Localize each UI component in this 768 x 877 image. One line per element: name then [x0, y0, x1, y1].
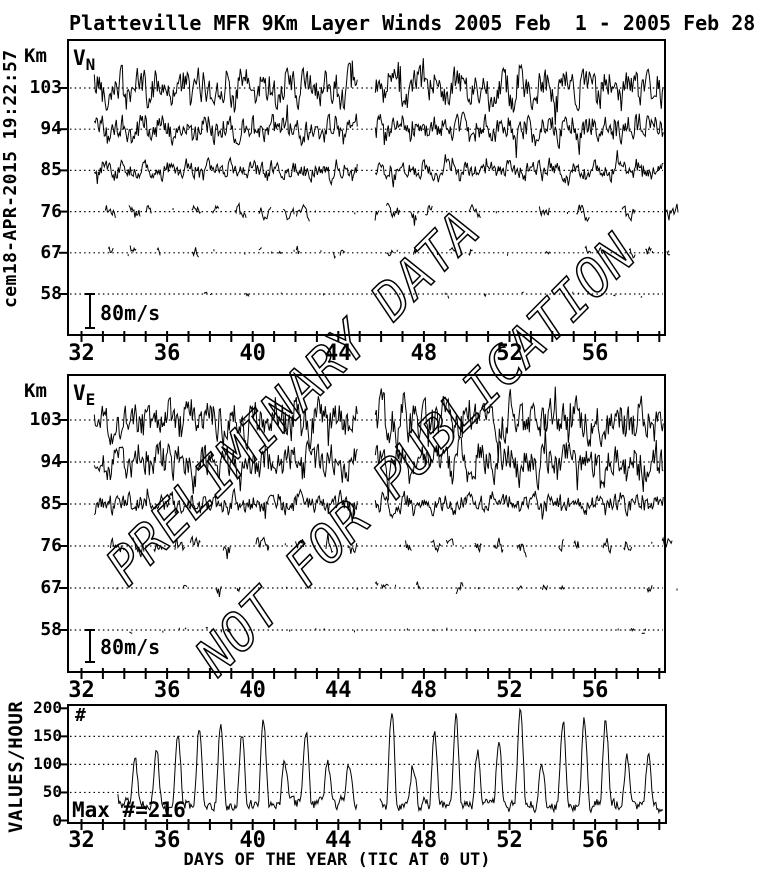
vn-main: V	[73, 46, 86, 70]
x-tick-label: 56	[581, 828, 609, 853]
vn-sub: N	[85, 55, 96, 74]
x-tick-label: 52	[496, 678, 523, 703]
y-tick-label: 103	[29, 77, 62, 98]
y-tick-label: 103	[29, 409, 62, 430]
x-tick-label: 44	[325, 678, 352, 703]
x-tick-label: 36	[153, 828, 181, 853]
panel-vn-label: VN	[73, 46, 96, 74]
unit-label-km-mid: Km	[24, 380, 47, 402]
y-tick-label: 94	[40, 451, 62, 472]
x-tick-label: 44	[325, 341, 352, 366]
vn-scale-bar-label: 80m/s	[100, 301, 161, 325]
y-tick-label: 100	[33, 754, 62, 774]
y-tick-label: 67	[40, 577, 62, 598]
x-tick-label: 40	[239, 678, 266, 703]
x-tick-label: 56	[581, 678, 609, 703]
y-tick-label: 0	[52, 810, 62, 830]
y-tick-label: 58	[40, 619, 62, 640]
x-tick-label: 52	[496, 828, 523, 853]
x-tick-label: 56	[581, 341, 609, 366]
x-tick-label: 32	[68, 341, 95, 366]
x-tick-label: 48	[410, 341, 438, 366]
x-tick-label: 40	[239, 828, 266, 853]
x-tick-label: 44	[325, 828, 352, 853]
x-tick-label: 48	[410, 828, 438, 853]
y-tick-label: 76	[40, 200, 62, 222]
y-tick-label: 85	[40, 493, 62, 514]
x-tick-label: 36	[153, 678, 181, 703]
x-tick-label: 52	[496, 341, 523, 366]
unit-label-km-top: Km	[24, 45, 47, 67]
y-tick-label: 150	[33, 726, 62, 746]
y-tick-label: 67	[40, 241, 62, 263]
y-tick-label: 50	[42, 782, 62, 802]
y-tick-label: 58	[40, 283, 62, 304]
x-axis-title: DAYS OF THE YEAR (TIC AT 0 UT)	[183, 850, 491, 870]
counts-series-marker: #	[75, 705, 86, 726]
ve-scale-bar-label: 80m/s	[100, 635, 161, 659]
x-tick-label: 48	[410, 678, 438, 703]
x-tick-label: 36	[153, 341, 181, 366]
y-tick-label: 85	[40, 159, 62, 181]
ve-sub: E	[85, 390, 96, 409]
y-tick-label: 94	[40, 118, 62, 140]
x-tick-label: 32	[68, 828, 95, 853]
panel-ve-label: VE	[73, 381, 96, 409]
max-count-label: Max #=216	[72, 798, 186, 822]
y-tick-label: 200	[33, 698, 62, 718]
x-tick-label: 40	[239, 341, 266, 366]
chart-title: Platteville MFR 9Km Layer Winds 2005 Feb…	[69, 11, 756, 35]
x-tick-label: 32	[68, 678, 95, 703]
ve-main: V	[73, 381, 86, 405]
y-tick-label: 76	[40, 535, 62, 556]
